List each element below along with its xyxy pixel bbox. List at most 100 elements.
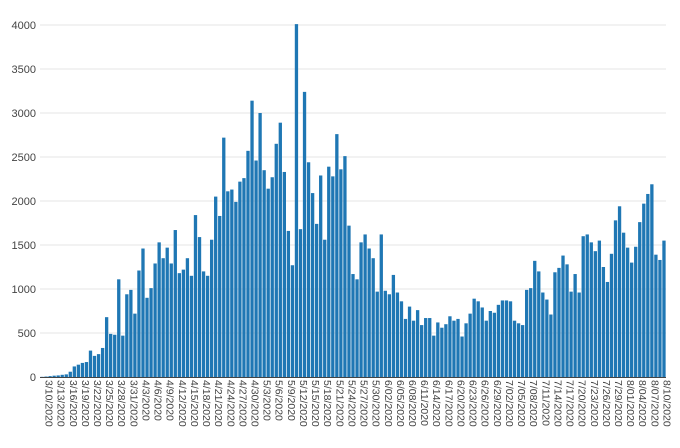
x-tick-label: 7/02/2020 <box>503 380 515 427</box>
y-tick-label: 2500 <box>12 152 36 164</box>
bar <box>222 137 226 377</box>
bar <box>193 215 198 377</box>
y-axis-ticks: 0 500 1000 1500 2000 2500 3000 3500 4000 <box>12 20 36 384</box>
bar <box>561 255 565 377</box>
bar <box>617 206 622 377</box>
x-tick-label: 3/31/2020 <box>127 380 139 427</box>
x-tick-label: 6/11/2020 <box>418 380 430 426</box>
bar <box>327 166 331 377</box>
bar <box>169 263 173 377</box>
bar <box>258 113 262 377</box>
bar <box>363 234 367 377</box>
bar <box>246 150 250 377</box>
x-tick-label: 5/21/2020 <box>333 380 345 427</box>
bar <box>351 274 355 377</box>
bar <box>76 364 81 377</box>
bar <box>512 320 517 377</box>
bar <box>60 374 64 377</box>
x-tick-label: 6/14/2020 <box>430 380 442 427</box>
bar <box>601 267 606 377</box>
x-tick-label: 5/12/2020 <box>297 380 309 427</box>
bar <box>520 325 525 377</box>
x-tick-label: 4/3/2020 <box>139 380 151 421</box>
x-tick-label: 4/12/2020 <box>176 380 188 427</box>
x-tick-label: 3/10/2020 <box>43 380 55 427</box>
bar <box>387 294 391 377</box>
x-tick-label: 5/9/2020 <box>285 380 297 421</box>
x-tick-label: 4/9/2020 <box>164 380 176 421</box>
bar <box>557 267 561 377</box>
bar <box>537 271 541 377</box>
bar <box>428 318 432 377</box>
bar <box>100 347 105 377</box>
x-tick-label: 4/21/2020 <box>212 380 224 427</box>
bar <box>331 176 335 377</box>
x-tick-label: 7/23/2020 <box>588 380 600 427</box>
x-tick-label: 6/17/2020 <box>442 380 454 427</box>
bar <box>480 307 484 377</box>
bar <box>181 269 186 377</box>
y-tick-label: 4000 <box>12 20 36 32</box>
bar <box>355 279 359 377</box>
bar <box>209 239 214 377</box>
x-tick-label: 8/01/2020 <box>624 380 636 427</box>
bar <box>593 251 597 377</box>
x-tick-label: 8/07/2020 <box>648 380 660 427</box>
x-tick-label: 7/26/2020 <box>600 380 612 427</box>
bar <box>64 374 68 377</box>
y-tick-label: 2000 <box>12 196 36 208</box>
bar <box>496 304 501 377</box>
bar <box>642 203 646 377</box>
bar <box>242 178 246 377</box>
bar <box>214 196 218 377</box>
x-tick-label: 3/22/2020 <box>91 380 103 427</box>
bar <box>436 322 440 377</box>
x-tick-label: 5/15/2020 <box>309 380 321 427</box>
y-tick-label: 1000 <box>12 284 36 296</box>
bar <box>371 258 375 377</box>
bar <box>569 291 573 377</box>
bar <box>145 297 149 377</box>
x-tick-label: 5/3/2020 <box>261 380 273 421</box>
x-tick-label: 5/27/2020 <box>358 380 370 427</box>
bar <box>226 191 230 377</box>
bar <box>205 275 210 377</box>
bar <box>391 274 396 377</box>
x-tick-label: 3/13/2020 <box>55 380 67 427</box>
x-tick-label: 7/29/2020 <box>612 380 624 427</box>
bar <box>177 273 181 377</box>
bar <box>375 291 379 377</box>
x-tick-label: 7/08/2020 <box>527 380 539 427</box>
x-tick-label: 4/6/2020 <box>152 380 164 421</box>
bar <box>500 300 505 377</box>
bar <box>448 316 452 377</box>
x-tick-label: 6/29/2020 <box>491 380 503 427</box>
bar <box>149 288 153 377</box>
bar <box>399 301 404 377</box>
bar <box>545 299 549 377</box>
x-tick-label: 3/28/2020 <box>115 380 127 427</box>
bar-series <box>40 24 666 378</box>
bar <box>234 201 238 377</box>
bar <box>92 355 97 377</box>
bar <box>533 260 537 377</box>
x-axis-ticks: 3/10/2020 3/13/2020 3/16/2020 3/19/2020 3/22… <box>43 380 673 427</box>
bar <box>161 258 165 377</box>
bar <box>367 248 371 377</box>
x-tick-label: 3/19/2020 <box>79 380 91 427</box>
bar <box>197 237 202 377</box>
x-tick-label: 6/23/2020 <box>467 380 479 427</box>
bar <box>335 134 339 377</box>
x-tick-label: 4/27/2020 <box>236 380 248 427</box>
x-tick-label: 6/08/2020 <box>406 380 418 427</box>
bar <box>654 254 658 377</box>
bar <box>302 91 307 377</box>
x-tick-label: 4/18/2020 <box>200 380 212 427</box>
x-tick-label: 6/02/2020 <box>382 380 394 427</box>
bar <box>492 312 497 377</box>
bar <box>403 318 408 377</box>
bar <box>117 279 121 377</box>
bar <box>395 292 400 377</box>
bar <box>80 362 85 377</box>
bar <box>290 265 295 377</box>
